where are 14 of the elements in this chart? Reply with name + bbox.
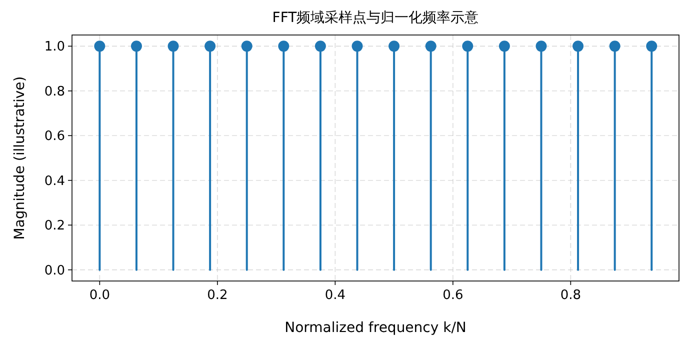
y-tick-label: 0.4 — [44, 174, 65, 189]
y-tick-label: 0.6 — [44, 129, 65, 144]
x-tick-label: 0.4 — [324, 288, 346, 303]
y-tick-label: 1.0 — [44, 40, 65, 55]
y-tick-label: 0.8 — [44, 84, 65, 100]
y-axis-title: Magnitude (illustrative) — [12, 76, 28, 240]
x-axis-title: Normalized frequency k/N — [284, 320, 466, 336]
x-tick-label: 0.0 — [89, 288, 110, 303]
x-tick-label: 0.6 — [442, 288, 464, 303]
y-tick-label: 0.0 — [44, 263, 65, 278]
x-tick-label: 0.2 — [207, 288, 228, 303]
chart-title: FFT频域采样点与归一化频率示意 — [272, 10, 479, 26]
y-tick-label: 0.2 — [44, 218, 65, 234]
x-tick-label: 0.8 — [560, 288, 582, 303]
